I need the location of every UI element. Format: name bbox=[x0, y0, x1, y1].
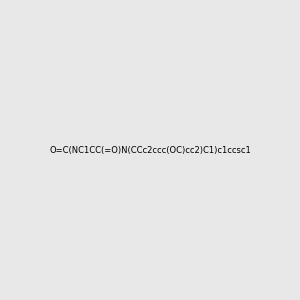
Text: O=C(NC1CC(=O)N(CCc2ccc(OC)cc2)C1)c1ccsc1: O=C(NC1CC(=O)N(CCc2ccc(OC)cc2)C1)c1ccsc1 bbox=[49, 146, 251, 154]
